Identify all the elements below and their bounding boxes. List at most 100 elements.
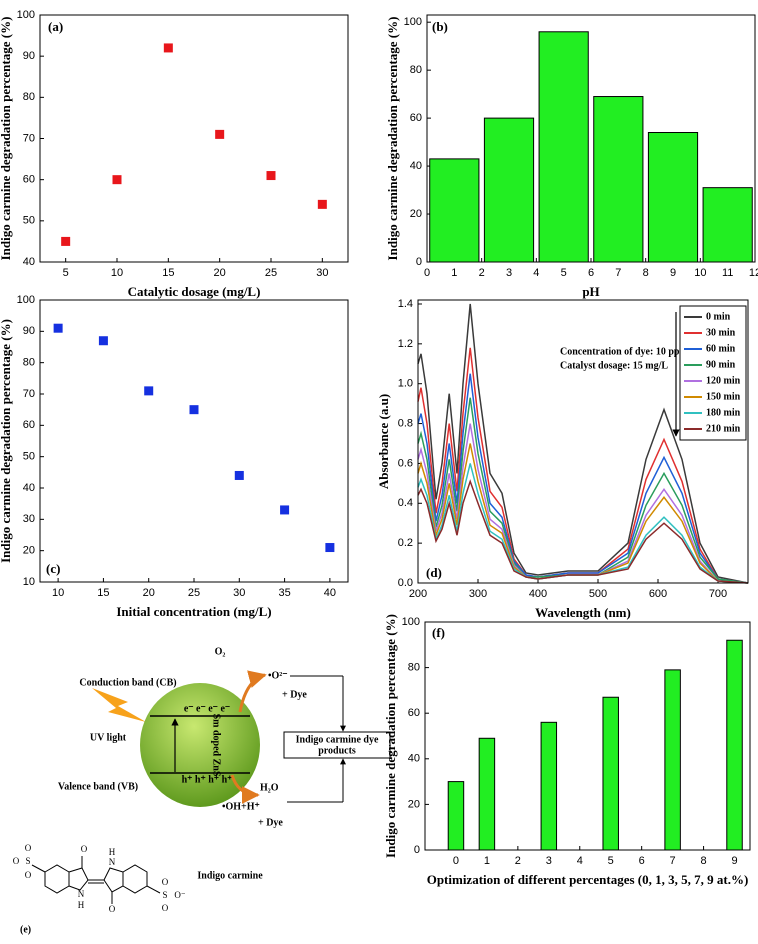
point (215, 129, 225, 139)
oxygen: O₂ (215, 646, 226, 657)
atom: N (78, 889, 85, 899)
panel-label: (a) (48, 19, 63, 34)
electrons: e⁻ e⁻ e⁻ e⁻ (184, 703, 230, 714)
y-tick-label: 100 (402, 616, 420, 628)
legend-label: 150 min (706, 391, 741, 402)
y-tick-label: 90 (23, 50, 35, 62)
y-tick-label: 0.6 (398, 457, 413, 469)
point (144, 386, 154, 396)
y-tick-label: 0.4 (398, 497, 413, 509)
x-tick-label: 10 (694, 267, 706, 279)
x-axis-label: pH (582, 284, 599, 299)
y-tick-label: 60 (23, 174, 35, 186)
y-tick-label: 80 (410, 64, 422, 76)
x-tick-label: 2 (479, 267, 485, 279)
x-tick-label: 8 (643, 267, 649, 279)
bar (447, 781, 465, 851)
line (417, 397, 749, 584)
plot-frame (39, 299, 349, 583)
y-tick-label: 30 (23, 513, 35, 525)
reduction-arrow (238, 670, 267, 713)
y-tick-label: 40 (23, 256, 35, 268)
y-tick-label: 60 (408, 707, 420, 719)
x-tick-label: 5 (561, 267, 567, 279)
x-tick-label: 12 (749, 267, 758, 279)
point (61, 236, 71, 246)
point (234, 470, 244, 480)
legend-label: 30 min (706, 327, 736, 338)
bar (483, 117, 535, 263)
hydroxyl: •OH+H⁺ (222, 801, 260, 812)
x-tick-label: 7 (615, 267, 621, 279)
y-axis-label: Indigo carmine degradation percentage (%… (0, 319, 13, 563)
y-tick-label: 1.4 (398, 298, 413, 310)
y-tick-label: 100 (404, 16, 422, 28)
x-tick-label: 25 (188, 587, 200, 599)
oxidation-arrow (230, 774, 260, 804)
bar (593, 96, 644, 263)
x-tick-label: 9 (670, 267, 676, 279)
y-tick-label: 80 (23, 91, 35, 103)
y-tick-label: 20 (408, 798, 420, 810)
y-axis-label: Indigo carmine degradation percentage (%… (0, 17, 13, 261)
x-tick-label: 300 (469, 588, 487, 600)
panel-label: (c) (46, 561, 60, 576)
x-tick-label: 30 (316, 267, 328, 279)
water: H₂O (260, 782, 279, 793)
y-tick-label: 1.2 (398, 338, 413, 350)
x-tick-label: 11 (722, 267, 733, 279)
diagram: Conduction band (CB) UV light e⁻ e⁻ e⁻ e… (13, 646, 391, 935)
legend-label: 0 min (706, 311, 731, 322)
x-axis-label: Catalytic dosage (mg/L) (128, 284, 261, 299)
bar (538, 31, 589, 263)
x-tick-label: 20 (143, 587, 155, 599)
atom: O (13, 856, 20, 866)
x-tick-label: 4 (533, 267, 539, 279)
x-tick-label: 10 (111, 267, 123, 279)
x-tick-label: 200 (409, 588, 427, 600)
atom: O (162, 877, 169, 887)
y-tick-label: 100 (17, 294, 35, 306)
legend-label: 60 min (706, 343, 736, 354)
x-tick-label: 400 (529, 588, 547, 600)
uv-label: UV light (90, 732, 127, 743)
dye-top: + Dye (282, 689, 307, 700)
x-tick-label: 20 (214, 267, 226, 279)
x-tick-label: 500 (589, 588, 607, 600)
x-tick-label: 3 (506, 267, 512, 279)
y-tick-label: 20 (23, 545, 35, 557)
line (417, 463, 749, 584)
y-tick-label: 0.8 (398, 417, 413, 429)
plot-frame (417, 299, 749, 584)
products: Indigo carmine dye (296, 734, 379, 745)
x-tick-label: 7 (670, 855, 676, 867)
dye-bottom: + Dye (258, 817, 283, 828)
y-tick-label: 20 (410, 208, 422, 220)
catalyst: Sm doped ZnS (211, 714, 222, 777)
line (417, 423, 749, 584)
x-tick-label: 1 (484, 855, 490, 867)
panel-label: (d) (426, 565, 442, 580)
atom: H (109, 847, 116, 857)
point (280, 505, 290, 515)
annotation: Concentration of dye: 10 ppm (560, 346, 688, 357)
y-tick-label: 0 (414, 844, 420, 856)
y-tick-label: 1.0 (398, 378, 413, 390)
x-tick-label: 1 (451, 267, 457, 279)
y-tick-label: 50 (23, 215, 35, 227)
bar (429, 158, 480, 263)
y-tick-label: 70 (23, 388, 35, 400)
plot-frame (424, 621, 751, 851)
atom: S (25, 856, 30, 866)
y-tick-label: 80 (23, 357, 35, 369)
line (417, 303, 749, 584)
legend-label: 120 min (706, 375, 741, 386)
x-tick-label: 0 (453, 855, 459, 867)
atom: H (78, 900, 85, 910)
x-tick-label: 25 (265, 267, 277, 279)
products: products (318, 745, 356, 756)
x-tick-label: 8 (701, 855, 707, 867)
atom: O (25, 870, 32, 880)
bar (664, 669, 681, 851)
